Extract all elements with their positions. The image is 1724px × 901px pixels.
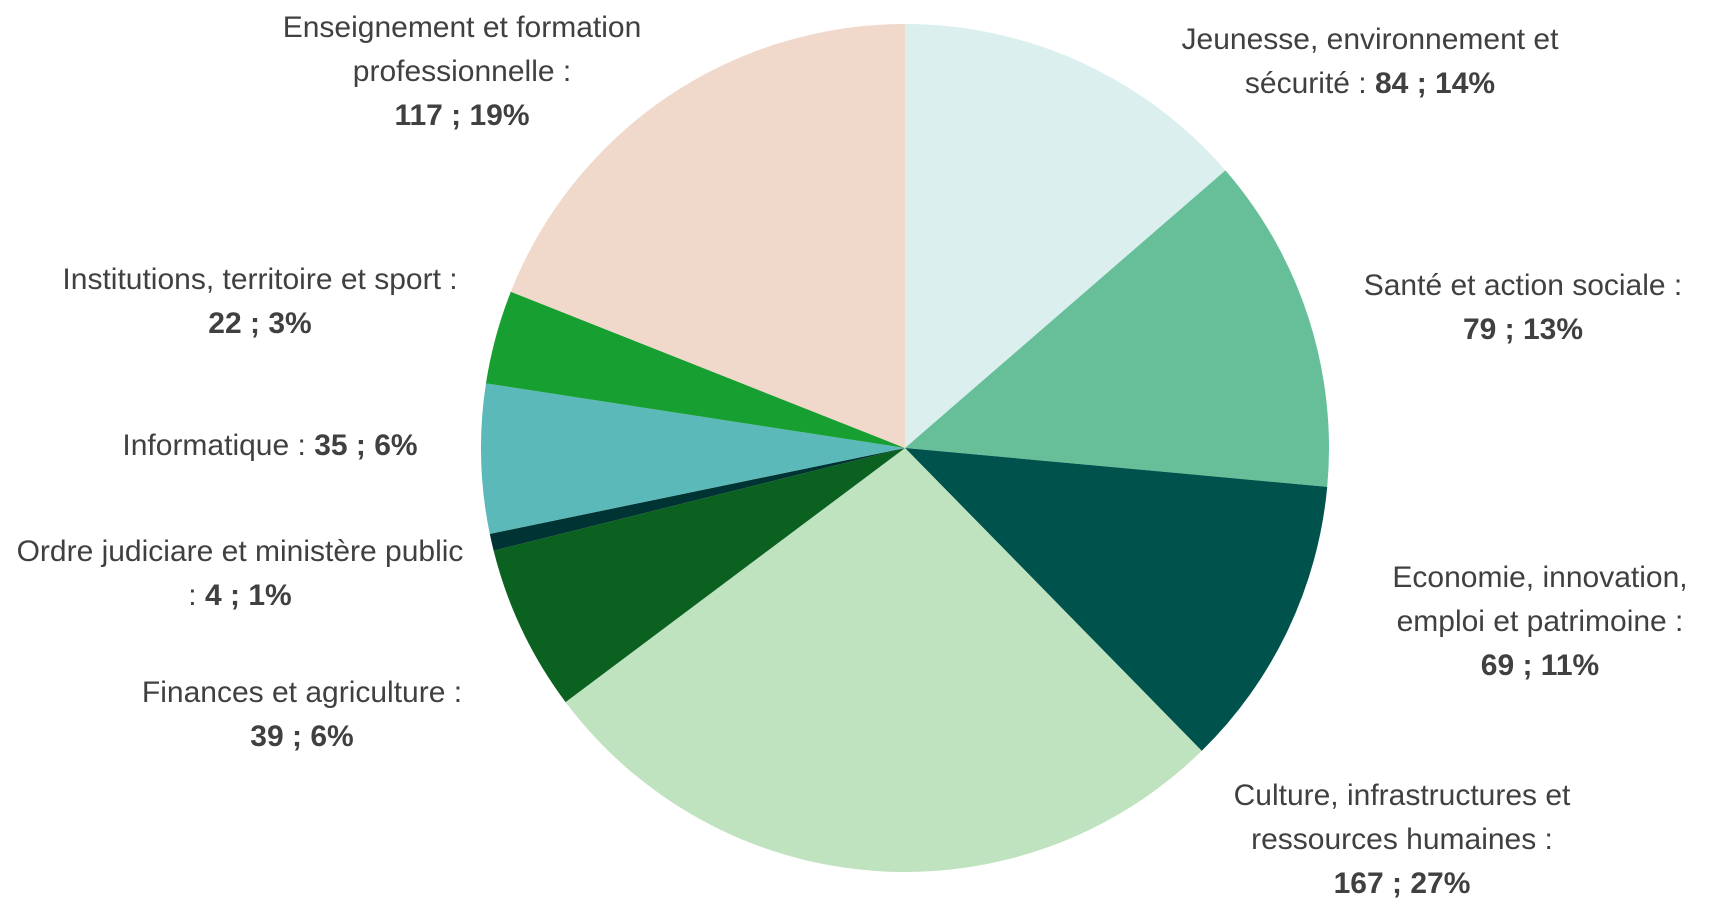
value-label: 69 ; 11%	[1480, 649, 1600, 682]
category-label: Informatique :	[122, 429, 306, 462]
slice-label: Enseignement et formation professionnell…	[232, 6, 692, 138]
category-label: Enseignement et formation professionnell…	[282, 11, 642, 88]
slice-label: Finances et agriculture : 39 ; 6%	[102, 671, 502, 759]
pie-slice	[480, 383, 905, 534]
category-label: Ordre judiciare et ministère public :	[16, 535, 464, 612]
pie-slice	[489, 448, 905, 551]
slice-label: Informatique : 35 ; 6%	[60, 424, 480, 468]
pie-slice	[510, 24, 905, 448]
category-label: Economie, innovation, emploi et patrimoi…	[1392, 561, 1688, 638]
pie-slice	[905, 448, 1328, 751]
pie-slice	[905, 170, 1330, 487]
slice-label: Jeunesse, environnement et sécurité : 84…	[1130, 18, 1610, 106]
category-label: Finances et agriculture :	[141, 676, 463, 709]
value-label: 35 ; 6%	[314, 429, 418, 462]
pie-slice	[565, 448, 1202, 873]
slice-label: Culture, infrastructures et ressources h…	[1197, 774, 1607, 901]
value-label: 39 ; 6%	[250, 720, 354, 753]
value-label: 4 ; 1%	[204, 579, 292, 612]
value-label: 22 ; 3%	[208, 307, 312, 340]
category-label: Jeunesse, environnement et sécurité :	[1181, 23, 1559, 100]
value-label: 117 ; 19%	[394, 99, 530, 132]
category-label: Santé et action sociale :	[1363, 269, 1683, 302]
category-label: Culture, infrastructures et ressources h…	[1233, 779, 1571, 856]
category-label: Institutions, territoire et sport :	[62, 263, 458, 296]
slice-label: Santé et action sociale : 79 ; 13%	[1313, 264, 1724, 352]
pie-slice	[905, 24, 1226, 448]
value-label: 167 ; 27%	[1333, 867, 1471, 900]
value-label: 84 ; 14%	[1374, 67, 1496, 100]
pie-slice	[485, 291, 905, 448]
value-label: 79 ; 13%	[1462, 313, 1584, 346]
pie-slice	[493, 448, 905, 703]
slice-label: Institutions, territoire et sport : 22 ;…	[60, 258, 460, 346]
slice-label: Economie, innovation, emploi et patrimoi…	[1350, 556, 1724, 688]
slice-label: Ordre judiciare et ministère public : 4 …	[15, 530, 465, 618]
